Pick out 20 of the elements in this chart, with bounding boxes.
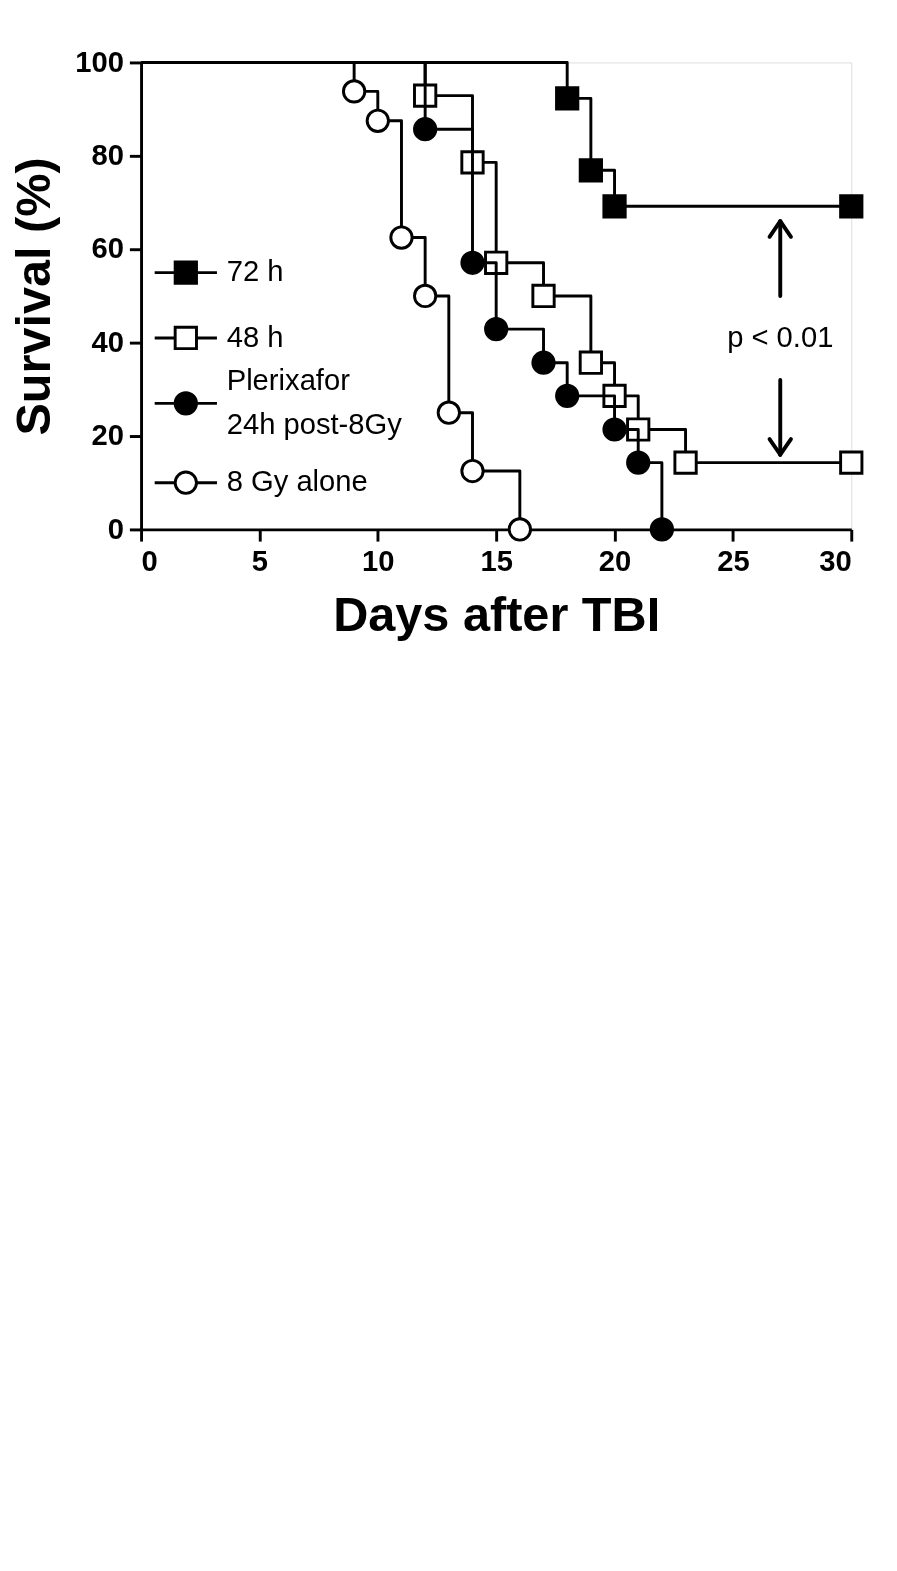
x-tick-label: 20 bbox=[598, 544, 632, 577]
y-axis-title: Survival (%) bbox=[6, 157, 61, 436]
annotation: p < 0.01 bbox=[727, 320, 834, 353]
x-tick-label: 0 bbox=[141, 544, 158, 577]
legend-label: 72 h bbox=[226, 255, 284, 288]
x-tick-label: 5 bbox=[251, 544, 269, 577]
x-tick-label: 30 bbox=[819, 544, 852, 577]
legend-label: 48 h bbox=[226, 320, 284, 353]
legend-label: Plerixafor 24h post-8Gy bbox=[226, 363, 403, 441]
x-tick-label: 15 bbox=[480, 544, 513, 577]
y-tick-label: 60 bbox=[91, 232, 125, 265]
y-tick-label: 0 bbox=[107, 512, 125, 545]
x-tick-label: 10 bbox=[362, 544, 395, 577]
y-tick-label: 80 bbox=[91, 139, 125, 172]
y-tick-label: 100 bbox=[75, 45, 125, 78]
y-tick-label: 20 bbox=[91, 419, 125, 452]
x-tick-label: 25 bbox=[717, 544, 750, 577]
legend-label: 8 Gy alone bbox=[226, 465, 368, 498]
x-axis-title: Days after TBI bbox=[333, 587, 661, 642]
y-tick-label: 40 bbox=[91, 325, 125, 358]
